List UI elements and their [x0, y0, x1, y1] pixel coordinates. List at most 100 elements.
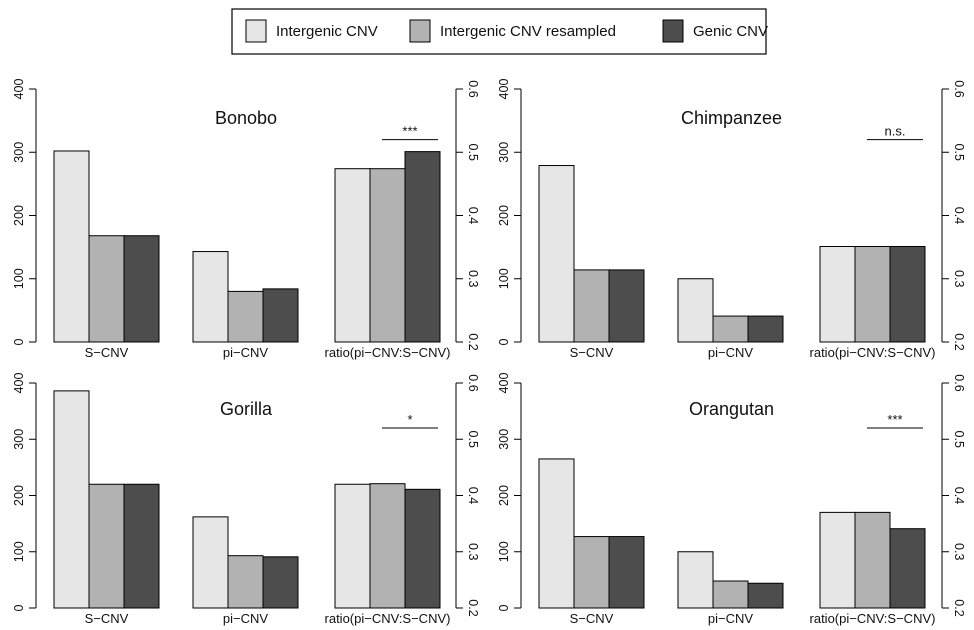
bar-genic [608, 269, 645, 343]
bar-resampled [88, 483, 125, 609]
category-label: pi−CNV [708, 611, 753, 626]
bar-resampled [854, 511, 891, 609]
panel-gorilla: 0 100 200 300 400 0.2 0.3 0.4 0.5 0.6 Gorilla S−CNV… [12, 373, 480, 626]
bar-genic [404, 151, 441, 343]
bar-intergenic [677, 278, 714, 343]
panel-chimpanzee: 0 100 200 300 400 0.2 0.3 0.4 0.5 0.6 Chimpanzee S−… [497, 79, 966, 360]
bar-intergenic [538, 458, 575, 609]
right-tick-label: 0.5 [466, 144, 480, 161]
left-tick-label: 400 [12, 79, 26, 100]
right-tick-label: 0.5 [952, 144, 966, 161]
bar-resampled [227, 290, 264, 343]
category-label: ratio(pi−CNV:S−CNV) [325, 611, 451, 626]
left-tick-label: 200 [12, 485, 26, 506]
category-label: ratio(pi−CNV:S−CNV) [810, 345, 936, 360]
right-tick-label: 0.6 [466, 80, 480, 97]
right-tick-label: 0.2 [952, 333, 966, 350]
right-tick-label: 0.3 [466, 543, 480, 560]
right-tick-label: 0.2 [466, 333, 480, 350]
right-tick-label: 0.5 [952, 431, 966, 448]
left-tick-label: 200 [497, 205, 511, 226]
right-tick-label: 0.4 [466, 487, 480, 504]
bar-intergenic [334, 168, 371, 343]
right-tick-label: 0.4 [952, 207, 966, 224]
significance-label: n.s. [885, 124, 906, 139]
left-tick-label: 200 [497, 485, 511, 506]
bar-resampled [573, 536, 610, 609]
panel-bonobo: 0 100 200 300 400 0.2 0.3 0.4 0.5 0.6 Bonobo S−CNV p… [12, 79, 480, 360]
bar-resampled [88, 235, 125, 343]
panel-title: Chimpanzee [681, 108, 782, 128]
legend-label: Intergenic CNV [276, 23, 378, 40]
right-tick-label: 0.2 [466, 599, 480, 616]
bar-genic [262, 556, 299, 609]
bar-genic [123, 235, 160, 343]
left-tick-label: 300 [12, 142, 26, 163]
right-tick-label: 0.5 [466, 431, 480, 448]
left-tick-label: 0 [497, 338, 511, 345]
legend-swatch [409, 19, 431, 43]
category-label: pi−CNV [223, 345, 268, 360]
legend-label: Intergenic CNV resampled [440, 23, 616, 40]
bar-genic [608, 536, 645, 609]
bar-intergenic [819, 245, 856, 343]
bar-resampled [854, 245, 891, 343]
bar-genic [889, 245, 926, 343]
bar-resampled [369, 168, 406, 343]
bar-resampled [712, 315, 749, 343]
legend-swatch [662, 19, 684, 43]
bar-intergenic [192, 516, 229, 609]
right-tick-label: 0.4 [466, 207, 480, 224]
bar-genic [123, 483, 160, 609]
right-tick-label: 0.6 [952, 80, 966, 97]
bar-genic [889, 528, 926, 609]
category-label: S−CNV [85, 345, 129, 360]
panel-title: Bonobo [215, 108, 277, 128]
bar-genic [404, 488, 441, 609]
significance-label: *** [887, 412, 902, 427]
bar-intergenic [192, 251, 229, 343]
right-tick-label: 0.2 [952, 599, 966, 616]
legend-label: Genic CNV [693, 23, 768, 40]
left-tick-label: 100 [497, 268, 511, 289]
panel-title: Orangutan [689, 399, 774, 419]
panel-title: Gorilla [220, 399, 273, 419]
left-tick-label: 100 [12, 541, 26, 562]
bar-resampled [712, 580, 749, 609]
left-tick-label: 400 [12, 373, 26, 394]
bar-intergenic [538, 165, 575, 343]
bar-intergenic [53, 150, 90, 343]
category-label: pi−CNV [223, 611, 268, 626]
right-tick-label: 0.3 [466, 270, 480, 287]
legend-swatch [245, 19, 267, 43]
left-tick-label: 0 [12, 338, 26, 345]
legend: Intergenic CNV Intergenic CNV resampled Ge… [231, 8, 768, 55]
left-tick-label: 200 [12, 205, 26, 226]
significance-label: *** [402, 124, 417, 139]
bar-intergenic [677, 551, 714, 609]
left-tick-label: 0 [12, 604, 26, 611]
right-tick-label: 0.3 [952, 543, 966, 560]
right-tick-label: 0.4 [952, 487, 966, 504]
left-tick-label: 400 [497, 79, 511, 100]
bar-resampled [573, 269, 610, 343]
bar-resampled [369, 483, 406, 609]
left-tick-label: 400 [497, 373, 511, 394]
left-tick-label: 0 [497, 604, 511, 611]
category-label: ratio(pi−CNV:S−CNV) [810, 611, 936, 626]
category-label: S−CNV [570, 345, 614, 360]
bar-genic [747, 315, 784, 343]
bar-genic [262, 288, 299, 343]
right-tick-label: 0.6 [466, 374, 480, 391]
category-label: S−CNV [85, 611, 129, 626]
bar-resampled [227, 555, 264, 609]
category-label: ratio(pi−CNV:S−CNV) [325, 345, 451, 360]
left-tick-label: 300 [12, 429, 26, 450]
left-tick-label: 300 [497, 142, 511, 163]
bar-genic [747, 582, 784, 609]
significance-label: * [407, 412, 412, 427]
panel-orangutan: 0 100 200 300 400 0.2 0.3 0.4 0.5 0.6 Orangutan S−C… [497, 373, 966, 626]
left-tick-label: 100 [12, 268, 26, 289]
bar-intergenic [334, 483, 371, 609]
